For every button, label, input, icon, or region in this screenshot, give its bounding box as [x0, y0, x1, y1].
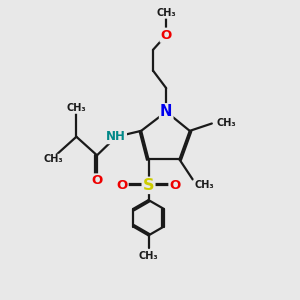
Text: O: O	[160, 29, 172, 42]
Text: S: S	[143, 178, 154, 193]
Text: O: O	[92, 174, 103, 188]
Text: CH₃: CH₃	[156, 8, 176, 18]
Text: CH₃: CH₃	[216, 118, 236, 128]
Text: CH₃: CH₃	[194, 180, 214, 190]
Text: CH₃: CH₃	[139, 251, 158, 261]
Text: CH₃: CH₃	[67, 103, 86, 113]
Text: CH₃: CH₃	[43, 154, 63, 164]
Text: O: O	[116, 179, 128, 192]
Text: NH: NH	[106, 130, 126, 143]
Text: O: O	[169, 179, 181, 192]
Text: N: N	[160, 104, 172, 119]
